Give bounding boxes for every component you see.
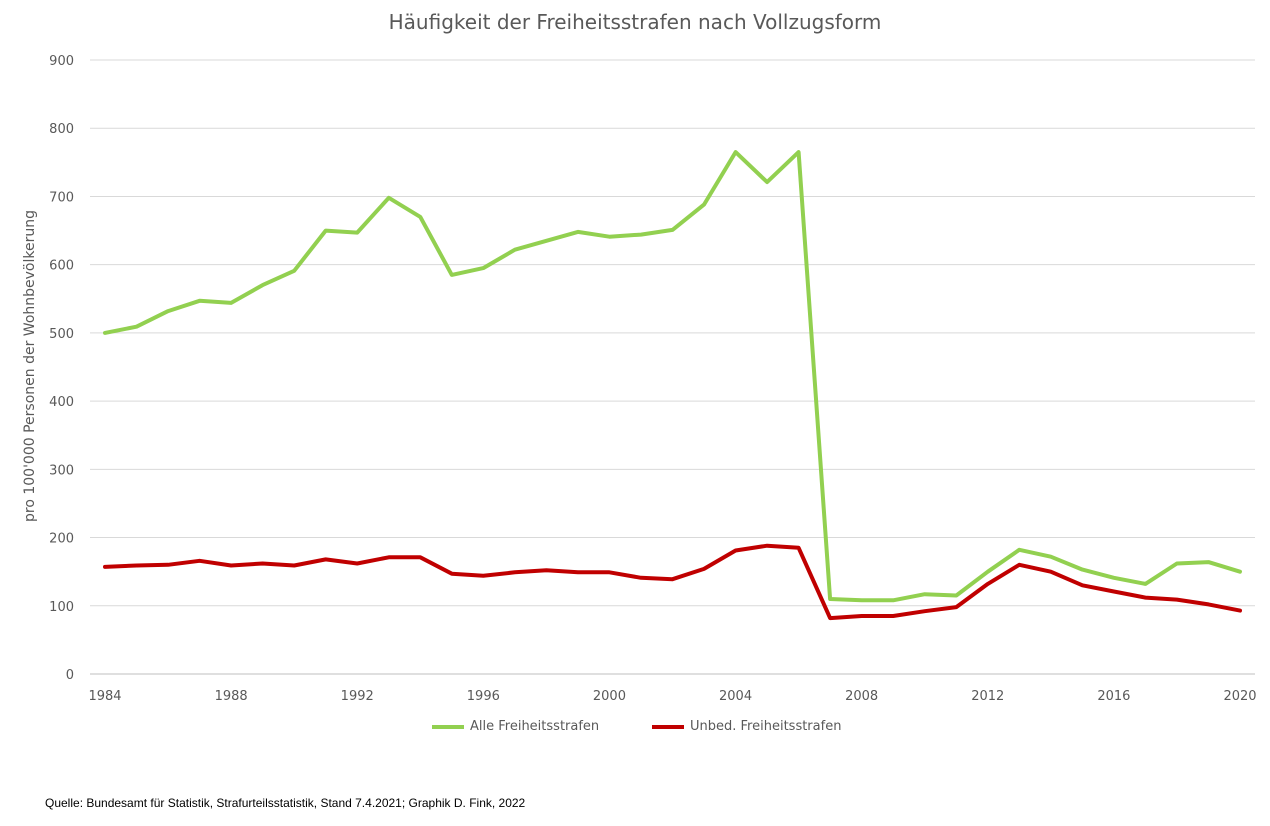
- x-tick-labels: 1984 1988 1992 1996 2000 2004 2008 2012 2016 2020: [88, 689, 1256, 704]
- x-tick-label: 1984: [88, 689, 121, 704]
- legend-item-unbed: Unbed. Freiheitsstrafen: [652, 719, 841, 734]
- y-tick-label: 0: [66, 668, 74, 683]
- series-line-0: [103, 150, 1242, 603]
- y-tick-label: 400: [49, 395, 74, 410]
- y-tick-label: 200: [49, 532, 74, 547]
- source-note: Quelle: Bundesamt für Statistik, Strafur…: [45, 796, 526, 810]
- x-tick-label: 2004: [719, 689, 752, 704]
- x-tick-label: 2020: [1223, 689, 1256, 704]
- y-tick-label: 800: [49, 122, 74, 137]
- y-tick-label: 900: [49, 54, 74, 69]
- y-tick-label: 100: [49, 600, 74, 615]
- legend-swatch-unbed: [652, 724, 684, 729]
- x-tick-label: 2000: [593, 689, 626, 704]
- chart-title: Häufigkeit der Freiheitsstrafen nach Vol…: [388, 10, 882, 34]
- y-tick-labels: 0 100 200 300 400 500 600 700 800 900: [49, 54, 74, 683]
- legend-label-unbed: Unbed. Freiheitsstrafen: [690, 719, 842, 734]
- legend: Alle Freiheitsstrafen Unbed. Freiheitsst…: [0, 719, 1270, 737]
- series-lines: [103, 150, 1242, 621]
- x-tick-label: 2016: [1097, 689, 1130, 704]
- y-tick-label: 600: [49, 259, 74, 274]
- x-tick-label: 2012: [971, 689, 1004, 704]
- x-tick-label: 1996: [467, 689, 500, 704]
- legend-label-alle: Alle Freiheitsstrafen: [470, 719, 600, 734]
- x-tick-label: 1988: [215, 689, 248, 704]
- y-tick-label: 300: [49, 463, 74, 478]
- legend-swatch-alle: [432, 724, 464, 729]
- legend-item-alle: Alle Freiheitsstrafen: [432, 719, 599, 734]
- x-tick-label: 2008: [845, 689, 878, 704]
- series-line-1: [103, 543, 1242, 621]
- x-tick-label: 1992: [341, 689, 374, 704]
- gridlines: [90, 59, 1255, 675]
- y-tick-label: 700: [49, 190, 74, 205]
- y-tick-label: 500: [49, 327, 74, 342]
